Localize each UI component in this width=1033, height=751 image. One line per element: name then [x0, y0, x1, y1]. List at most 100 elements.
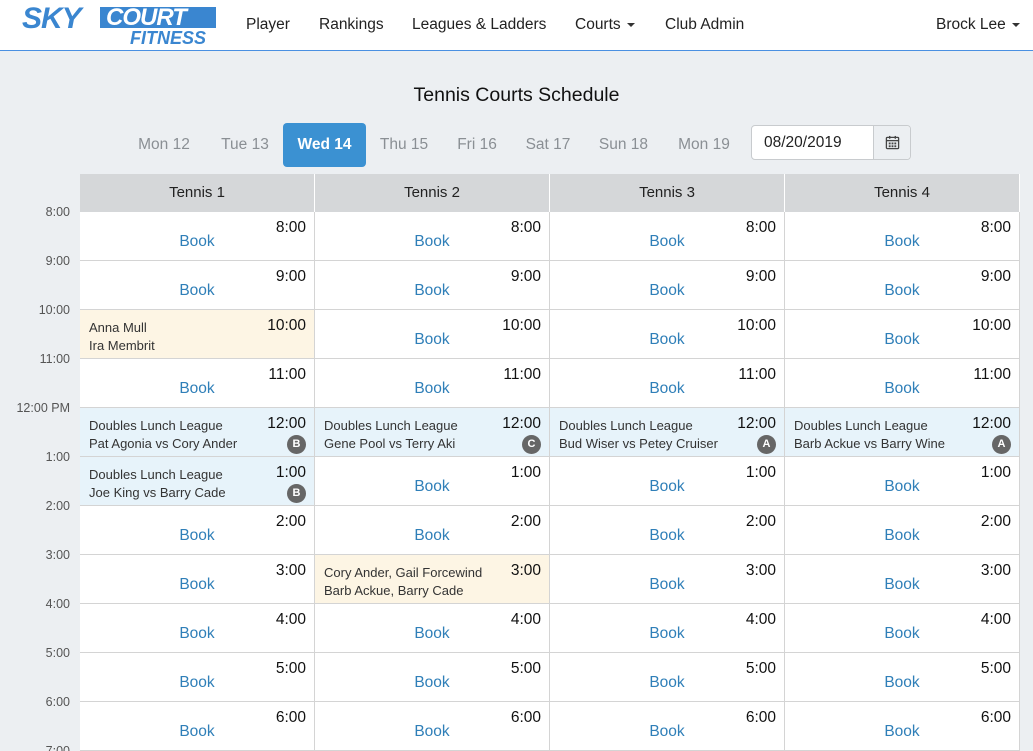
book-link[interactable]: Book [414, 282, 450, 299]
slot-time: 5:00 [275, 660, 306, 677]
book-link[interactable]: Book [884, 674, 920, 691]
book-link[interactable]: Book [884, 723, 920, 740]
book-link[interactable]: Book [649, 478, 685, 495]
slot-time: 6:00 [745, 709, 776, 726]
slot-time: 1:00 [275, 464, 306, 481]
league-match-slot[interactable]: 12:00 Doubles Lunch League Barb Ackue vs B… [785, 408, 1020, 457]
book-link[interactable]: Book [649, 282, 685, 299]
book-link[interactable]: Book [179, 674, 215, 691]
book-link[interactable]: Book [414, 625, 450, 642]
book-link[interactable]: Book [179, 233, 215, 250]
day-tab[interactable]: Mon 19 [678, 136, 730, 153]
calendar-icon [885, 135, 899, 150]
slot-time: 12:00 [502, 415, 541, 432]
day-tab[interactable]: Sat 17 [525, 136, 571, 153]
slot-time: 4:00 [745, 611, 776, 628]
book-link[interactable]: Book [884, 576, 920, 593]
nav-player[interactable]: Player [246, 16, 290, 33]
logo-sky-text: SKY [22, 2, 82, 35]
book-link[interactable]: Book [649, 674, 685, 691]
slot-time: 6:00 [980, 709, 1011, 726]
slot-time: 2:00 [980, 513, 1011, 530]
book-link[interactable]: Book [179, 380, 215, 397]
nav-courts-dropdown[interactable]: Courts [575, 16, 635, 34]
slot-time: 6:00 [510, 709, 541, 726]
slot-time: 8:00 [510, 219, 541, 236]
day-tab[interactable]: Wed 14 [283, 123, 366, 167]
book-link[interactable]: Book [884, 331, 920, 348]
open-slot: 9:00 Book [80, 261, 315, 310]
league-match-slot[interactable]: 12:00 Doubles Lunch League Pat Agonia vs C… [80, 408, 315, 457]
book-link[interactable]: Book [884, 625, 920, 642]
reservation-slot[interactable]: 3:00 Cory Ander, Gail Forcewind Barb Ackue… [315, 555, 550, 604]
day-tab[interactable]: Mon 12 [138, 136, 190, 153]
slot-time: 2:00 [275, 513, 306, 530]
open-slot: 4:00 Book [785, 604, 1020, 653]
open-slot: 8:00 Book [550, 212, 785, 261]
book-link[interactable]: Book [414, 674, 450, 691]
league-match-slot[interactable]: 12:00 Doubles Lunch League Gene Pool vs Te… [315, 408, 550, 457]
book-link[interactable]: Book [179, 723, 215, 740]
calendar-button[interactable] [873, 126, 910, 159]
time-axis-label: 10:00 [38, 303, 70, 317]
league-match-slot[interactable]: 1:00 Doubles Lunch League Joe King vs Barr… [80, 457, 315, 506]
top-navbar: SKY COURT FITNESS Player Rankings League… [0, 0, 1033, 51]
open-slot: 1:00 Book [550, 457, 785, 506]
book-link[interactable]: Book [649, 331, 685, 348]
book-link[interactable]: Book [884, 527, 920, 544]
nav-rankings[interactable]: Rankings [319, 16, 384, 33]
open-slot: 3:00 Book [785, 555, 1020, 604]
user-name: Brock Lee [936, 16, 1006, 33]
book-link[interactable]: Book [884, 282, 920, 299]
slot-time: 9:00 [980, 268, 1011, 285]
book-link[interactable]: Book [414, 331, 450, 348]
user-menu-dropdown[interactable]: Brock Lee [936, 16, 1020, 34]
date-input[interactable] [752, 126, 873, 159]
book-link[interactable]: Book [649, 233, 685, 250]
book-link[interactable]: Book [414, 723, 450, 740]
open-slot: 5:00 Book [315, 653, 550, 702]
day-tab[interactable]: Thu 15 [379, 136, 429, 153]
open-slot: 11:00 Book [785, 359, 1020, 408]
reservation-slot[interactable]: 10:00 Anna Mull Ira Membrit [80, 310, 315, 359]
open-slot: 1:00 Book [315, 457, 550, 506]
league-name: Doubles Lunch League [794, 418, 928, 433]
day-tab[interactable]: Sun 18 [598, 136, 649, 153]
nav-leagues-ladders[interactable]: Leagues & Ladders [412, 16, 547, 33]
skycourt-logo[interactable]: SKY COURT FITNESS [22, 2, 220, 48]
court-header: Tennis 2 [315, 174, 550, 212]
match-players: Barb Ackue vs Barry Wine [794, 436, 945, 451]
book-link[interactable]: Book [649, 625, 685, 642]
time-axis-label: 7:00 [45, 744, 70, 751]
book-link[interactable]: Book [179, 282, 215, 299]
book-link[interactable]: Book [649, 380, 685, 397]
book-link[interactable]: Book [414, 478, 450, 495]
open-slot: 9:00 Book [550, 261, 785, 310]
open-slot: 6:00 Book [550, 702, 785, 751]
open-slot: 5:00 Book [550, 653, 785, 702]
book-link[interactable]: Book [414, 233, 450, 250]
division-badge: A [992, 435, 1011, 454]
nav-club-admin[interactable]: Club Admin [665, 16, 745, 33]
time-axis-label: 9:00 [45, 254, 70, 268]
open-slot: 8:00 Book [80, 212, 315, 261]
reservation-players: Ira Membrit [89, 338, 155, 353]
book-link[interactable]: Book [649, 723, 685, 740]
open-slot: 10:00 Book [315, 310, 550, 359]
nav-courts-label: Courts [575, 16, 621, 33]
book-link[interactable]: Book [414, 380, 450, 397]
book-link[interactable]: Book [884, 233, 920, 250]
book-link[interactable]: Book [884, 380, 920, 397]
book-link[interactable]: Book [884, 478, 920, 495]
league-match-slot[interactable]: 12:00 Doubles Lunch League Bud Wiser vs Pe… [550, 408, 785, 457]
book-link[interactable]: Book [414, 527, 450, 544]
book-link[interactable]: Book [649, 527, 685, 544]
day-tab[interactable]: Tue 13 [221, 136, 269, 153]
book-link[interactable]: Book [179, 527, 215, 544]
day-tab[interactable]: Fri 16 [457, 136, 497, 153]
book-link[interactable]: Book [179, 625, 215, 642]
division-badge: B [287, 484, 306, 503]
book-link[interactable]: Book [179, 576, 215, 593]
division-badge: C [522, 435, 541, 454]
book-link[interactable]: Book [649, 576, 685, 593]
